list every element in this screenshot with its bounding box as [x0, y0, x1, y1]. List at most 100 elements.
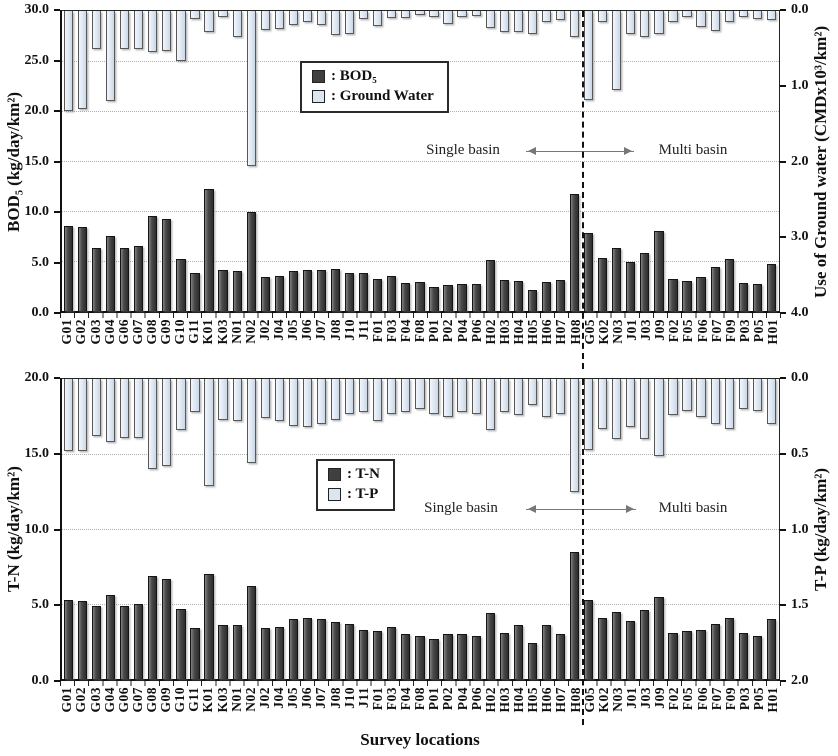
- bar-ground-water-H05: [527, 11, 538, 34]
- annotation-multi-basin: Multi basin: [658, 142, 728, 158]
- x-label-text: F02: [666, 687, 682, 711]
- x-label-text: J11: [355, 687, 371, 709]
- category-slot-J11: [357, 379, 371, 679]
- bar-t-p-J03: [640, 379, 650, 439]
- x-label-P03: P03: [737, 319, 752, 375]
- category-slot-H02: [484, 379, 498, 679]
- bar-bod5-H05: [527, 290, 538, 311]
- left-tick-label: 5.0: [32, 597, 61, 613]
- category-slot-G05: [582, 11, 596, 311]
- bar-t-p-G11: [190, 379, 200, 412]
- legend-row-groundwater: : Ground Water: [312, 88, 434, 105]
- x-label-text: K01: [200, 687, 216, 713]
- x-label-text: J06: [299, 319, 315, 341]
- category-slot-F09: [723, 379, 737, 679]
- x-label-text: H06: [539, 687, 555, 713]
- x-label-text: G07: [129, 687, 145, 713]
- bar-t-p-J02: [260, 379, 270, 418]
- bar-ground-water-F01: [373, 11, 383, 26]
- bar-bod5-F08: [415, 282, 425, 311]
- category-slot-K03: [217, 379, 231, 679]
- bar-bod5-H06: [541, 282, 552, 311]
- bar-t-n-J05: [288, 619, 299, 679]
- bars-layer: [62, 11, 779, 311]
- category-slot-N02: [245, 11, 259, 311]
- x-label-text: H03: [496, 687, 512, 713]
- legend-label-tn: : T-N: [347, 466, 380, 482]
- x-label-text: J07: [313, 319, 329, 341]
- category-slot-N01: [231, 11, 245, 311]
- category-slot-G01: [62, 379, 76, 679]
- category-slot-K02: [596, 11, 610, 311]
- category-slot-F03: [385, 379, 399, 679]
- bar-t-p-N02: [246, 379, 256, 463]
- x-label-text: J07: [313, 687, 329, 709]
- category-slot-G04: [104, 11, 118, 311]
- x-label-G04: G04: [102, 319, 117, 375]
- category-slot-H07: [554, 11, 568, 311]
- bar-ground-water-J08: [330, 11, 341, 35]
- x-label-text: F03: [384, 319, 399, 343]
- bar-t-p-G07: [134, 379, 144, 438]
- x-label-text: P04: [454, 687, 470, 711]
- category-slot-J02: [259, 379, 273, 679]
- bar-ground-water-G10: [176, 11, 186, 62]
- x-label-text: K02: [595, 319, 611, 345]
- bar-t-p-K01: [204, 379, 214, 486]
- bar-ground-water-H06: [541, 11, 552, 22]
- left-tick-label: 5.0: [32, 255, 61, 271]
- x-label-text: J09: [652, 687, 668, 709]
- right-tick-label: 0.0: [780, 2, 809, 18]
- right-tick-label: 2.0: [780, 154, 809, 170]
- x-label-text: G03: [87, 687, 103, 713]
- bar-ground-water-J06: [302, 11, 313, 23]
- category-slot-F01: [371, 11, 385, 311]
- bar-bod5-G03: [91, 248, 102, 311]
- category-slot-J01: [624, 11, 638, 311]
- bar-t-p-N01: [232, 379, 242, 421]
- left-tick-label: 0.0: [32, 673, 61, 689]
- left-tick-label: 15.0: [25, 446, 61, 462]
- bar-t-p-F05: [682, 379, 692, 411]
- bar-ground-water-J01: [626, 11, 636, 34]
- legend-swatch-dark-icon: [312, 70, 325, 83]
- bar-t-n-K03: [218, 625, 228, 679]
- x-label-F04: F04: [398, 319, 413, 375]
- bar-ground-water-K02: [598, 11, 608, 22]
- legend-label-tp: : T-P: [347, 486, 379, 502]
- right-tick-label: 2.0: [780, 673, 809, 689]
- bar-bod5-G11: [190, 273, 200, 311]
- x-label-text: F07: [708, 319, 724, 343]
- x-label-G07: G07: [130, 319, 145, 375]
- bar-t-n-G10: [176, 608, 186, 679]
- x-label-text: H07: [553, 319, 569, 345]
- x-label-text: G10: [172, 687, 188, 713]
- x-label-F03: F03: [384, 319, 399, 375]
- x-label-text: F06: [694, 687, 710, 711]
- bar-ground-water-J10: [344, 11, 355, 35]
- bar-t-p-J01: [626, 379, 636, 427]
- x-label-H08: H08: [568, 319, 583, 375]
- bar-t-n-H04: [513, 625, 523, 679]
- bar-t-p-F08: [415, 379, 425, 409]
- category-slot-G06: [118, 379, 132, 679]
- x-label-text: P02: [440, 319, 456, 343]
- bar-ground-water-P02: [443, 11, 453, 24]
- bar-ground-water-H08: [569, 11, 580, 38]
- x-label-P04: P04: [455, 319, 470, 375]
- bar-t-p-J08: [330, 379, 341, 420]
- x-label-F01: F01: [370, 319, 385, 375]
- category-slot-G10: [174, 11, 188, 311]
- x-label-text: N02: [242, 319, 258, 344]
- x-label-J02: J02: [257, 319, 272, 375]
- bar-t-p-G01: [63, 379, 74, 451]
- x-label-K02: K02: [595, 319, 611, 375]
- category-slot-P03: [737, 11, 751, 311]
- bar-bod5-J08: [330, 269, 341, 311]
- right-axis-ticks: 0.0 1.0 2.0 3.0 4.0: [780, 2, 836, 320]
- category-slot-J07: [315, 11, 329, 311]
- bar-t-n-J04: [274, 626, 284, 679]
- bar-t-p-J05: [288, 379, 299, 426]
- bar-t-n-H08: [569, 551, 580, 679]
- gridline: [62, 529, 779, 530]
